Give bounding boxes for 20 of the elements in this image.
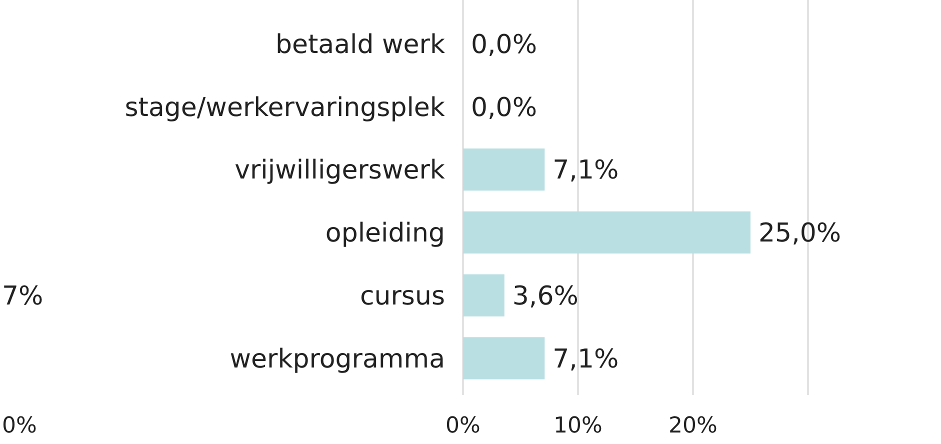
data-label: 7,1%	[552, 156, 619, 186]
bar	[463, 337, 545, 380]
y-tick-label: stage/werkervaringsplek	[124, 92, 445, 123]
data-label: 0,0%	[471, 30, 538, 60]
y-tick-label: betaald werk	[275, 30, 445, 60]
data-label: 3,6%	[512, 281, 578, 312]
y-tick-label: opleiding	[325, 218, 445, 249]
data-label: 0,0%	[471, 92, 538, 123]
x-tick-label: 10%	[554, 414, 602, 439]
x-tick-label: 0%	[446, 414, 480, 439]
data-label: 7,1%	[552, 344, 619, 374]
text: 7%	[2, 281, 44, 312]
y-tick-label: vrijwilligerswerk	[234, 156, 445, 186]
data-label: 25,0%	[758, 218, 842, 249]
bar	[463, 148, 545, 191]
y-tick-label: werkprogramma	[230, 344, 445, 374]
bar	[463, 274, 504, 316]
x-tick-label: 20%	[668, 414, 718, 439]
bar	[463, 211, 750, 254]
y-tick-label: cursus	[360, 281, 445, 312]
